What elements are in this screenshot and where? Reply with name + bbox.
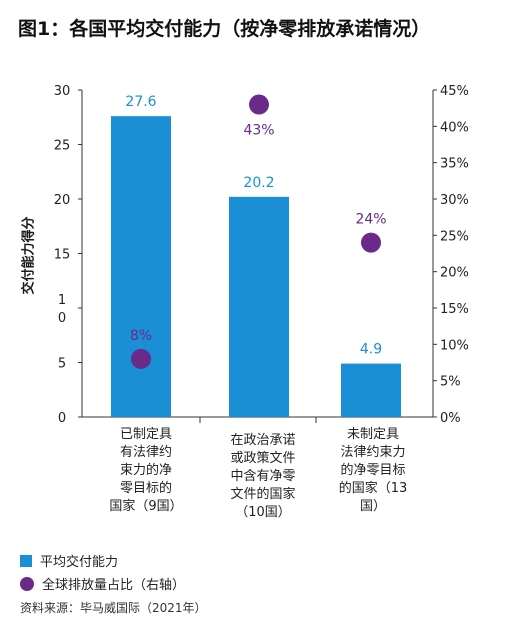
category-label-3: 未制定具法律约束力的净零目标的国家（13 国） bbox=[323, 426, 423, 516]
dot-value-label: 24% bbox=[355, 212, 386, 228]
dot-value-label: 8% bbox=[130, 328, 152, 344]
left-tick-label: 5 bbox=[58, 357, 66, 372]
bar-value-label: 27.6 bbox=[125, 94, 156, 110]
legend-dot-label: 全球排放量占比（右轴） bbox=[42, 578, 186, 593]
dot-value-label: 43% bbox=[243, 123, 274, 139]
category-label-line: 的净零目标 bbox=[340, 463, 406, 478]
emission-share-dot bbox=[249, 94, 269, 115]
right-tick-label: 20% bbox=[440, 266, 469, 281]
right-tick-label: 45% bbox=[440, 84, 469, 99]
legend-dot: 全球排放量占比（右轴） bbox=[20, 574, 185, 593]
category-label-line: 国） bbox=[359, 499, 386, 514]
category-label-2: 在政治承诺或政策文件中含有净零文件的国家 （10国） bbox=[213, 432, 313, 522]
bar bbox=[111, 116, 171, 417]
right-tick-label: 30% bbox=[440, 193, 469, 208]
category-label-line: 中含有净零 bbox=[230, 469, 296, 484]
bar bbox=[229, 196, 289, 417]
legend-bar: 平均交付能力 bbox=[20, 551, 118, 570]
left-tick-label: 0 bbox=[58, 411, 66, 426]
bar-value-label: 20.2 bbox=[243, 175, 274, 191]
left-tick-label: 30 bbox=[54, 84, 71, 99]
category-label-line: 或政策文件 bbox=[230, 451, 296, 466]
category-label-line: 束力的净 bbox=[119, 463, 172, 478]
bar bbox=[341, 363, 401, 417]
legend-bar-label: 平均交付能力 bbox=[40, 555, 119, 570]
emission-share-dot bbox=[361, 232, 381, 253]
bar-value-label: 4.9 bbox=[360, 342, 382, 358]
category-label-line: 有法律约 bbox=[119, 445, 172, 460]
category-label-line: 国家（9国） bbox=[109, 499, 183, 514]
right-tick-label: 40% bbox=[440, 120, 469, 135]
emission-share-dot bbox=[131, 348, 151, 369]
category-label-line: 在政治承诺 bbox=[230, 433, 296, 448]
right-tick-label: 25% bbox=[440, 229, 469, 244]
category-label-line: 文件的国家 bbox=[230, 487, 296, 502]
category-label-line: （10国） bbox=[235, 505, 291, 520]
category-label-line: 已制定具 bbox=[119, 427, 172, 442]
right-tick-label: 10% bbox=[440, 338, 469, 353]
category-label-1: 已制定具有法律约束力的净零目标的国家（9国） bbox=[96, 426, 196, 516]
category-label-line: 零目标的 bbox=[119, 481, 172, 496]
category-label-line: 未制定具 bbox=[346, 427, 399, 442]
source-note: 资料来源：毕马威国际（2021年） bbox=[20, 601, 207, 615]
category-label-line: 的国家（13 bbox=[338, 481, 408, 496]
legend-dot-swatch bbox=[20, 576, 34, 591]
right-tick-label: 0% bbox=[440, 411, 461, 426]
left-tick-label: 20 bbox=[54, 193, 71, 208]
left-tick-label: 25 bbox=[54, 139, 71, 154]
right-tick-label: 35% bbox=[440, 157, 469, 172]
chart-title: 图1：各国平均交付能力（按净零排放承诺情况） bbox=[18, 18, 431, 40]
left-tick-label: 15 bbox=[54, 248, 71, 263]
category-label-line: 法律约束力 bbox=[340, 445, 406, 460]
legend-bar-swatch bbox=[20, 554, 32, 567]
right-tick-label: 15% bbox=[440, 302, 469, 317]
right-tick-label: 5% bbox=[440, 375, 461, 390]
